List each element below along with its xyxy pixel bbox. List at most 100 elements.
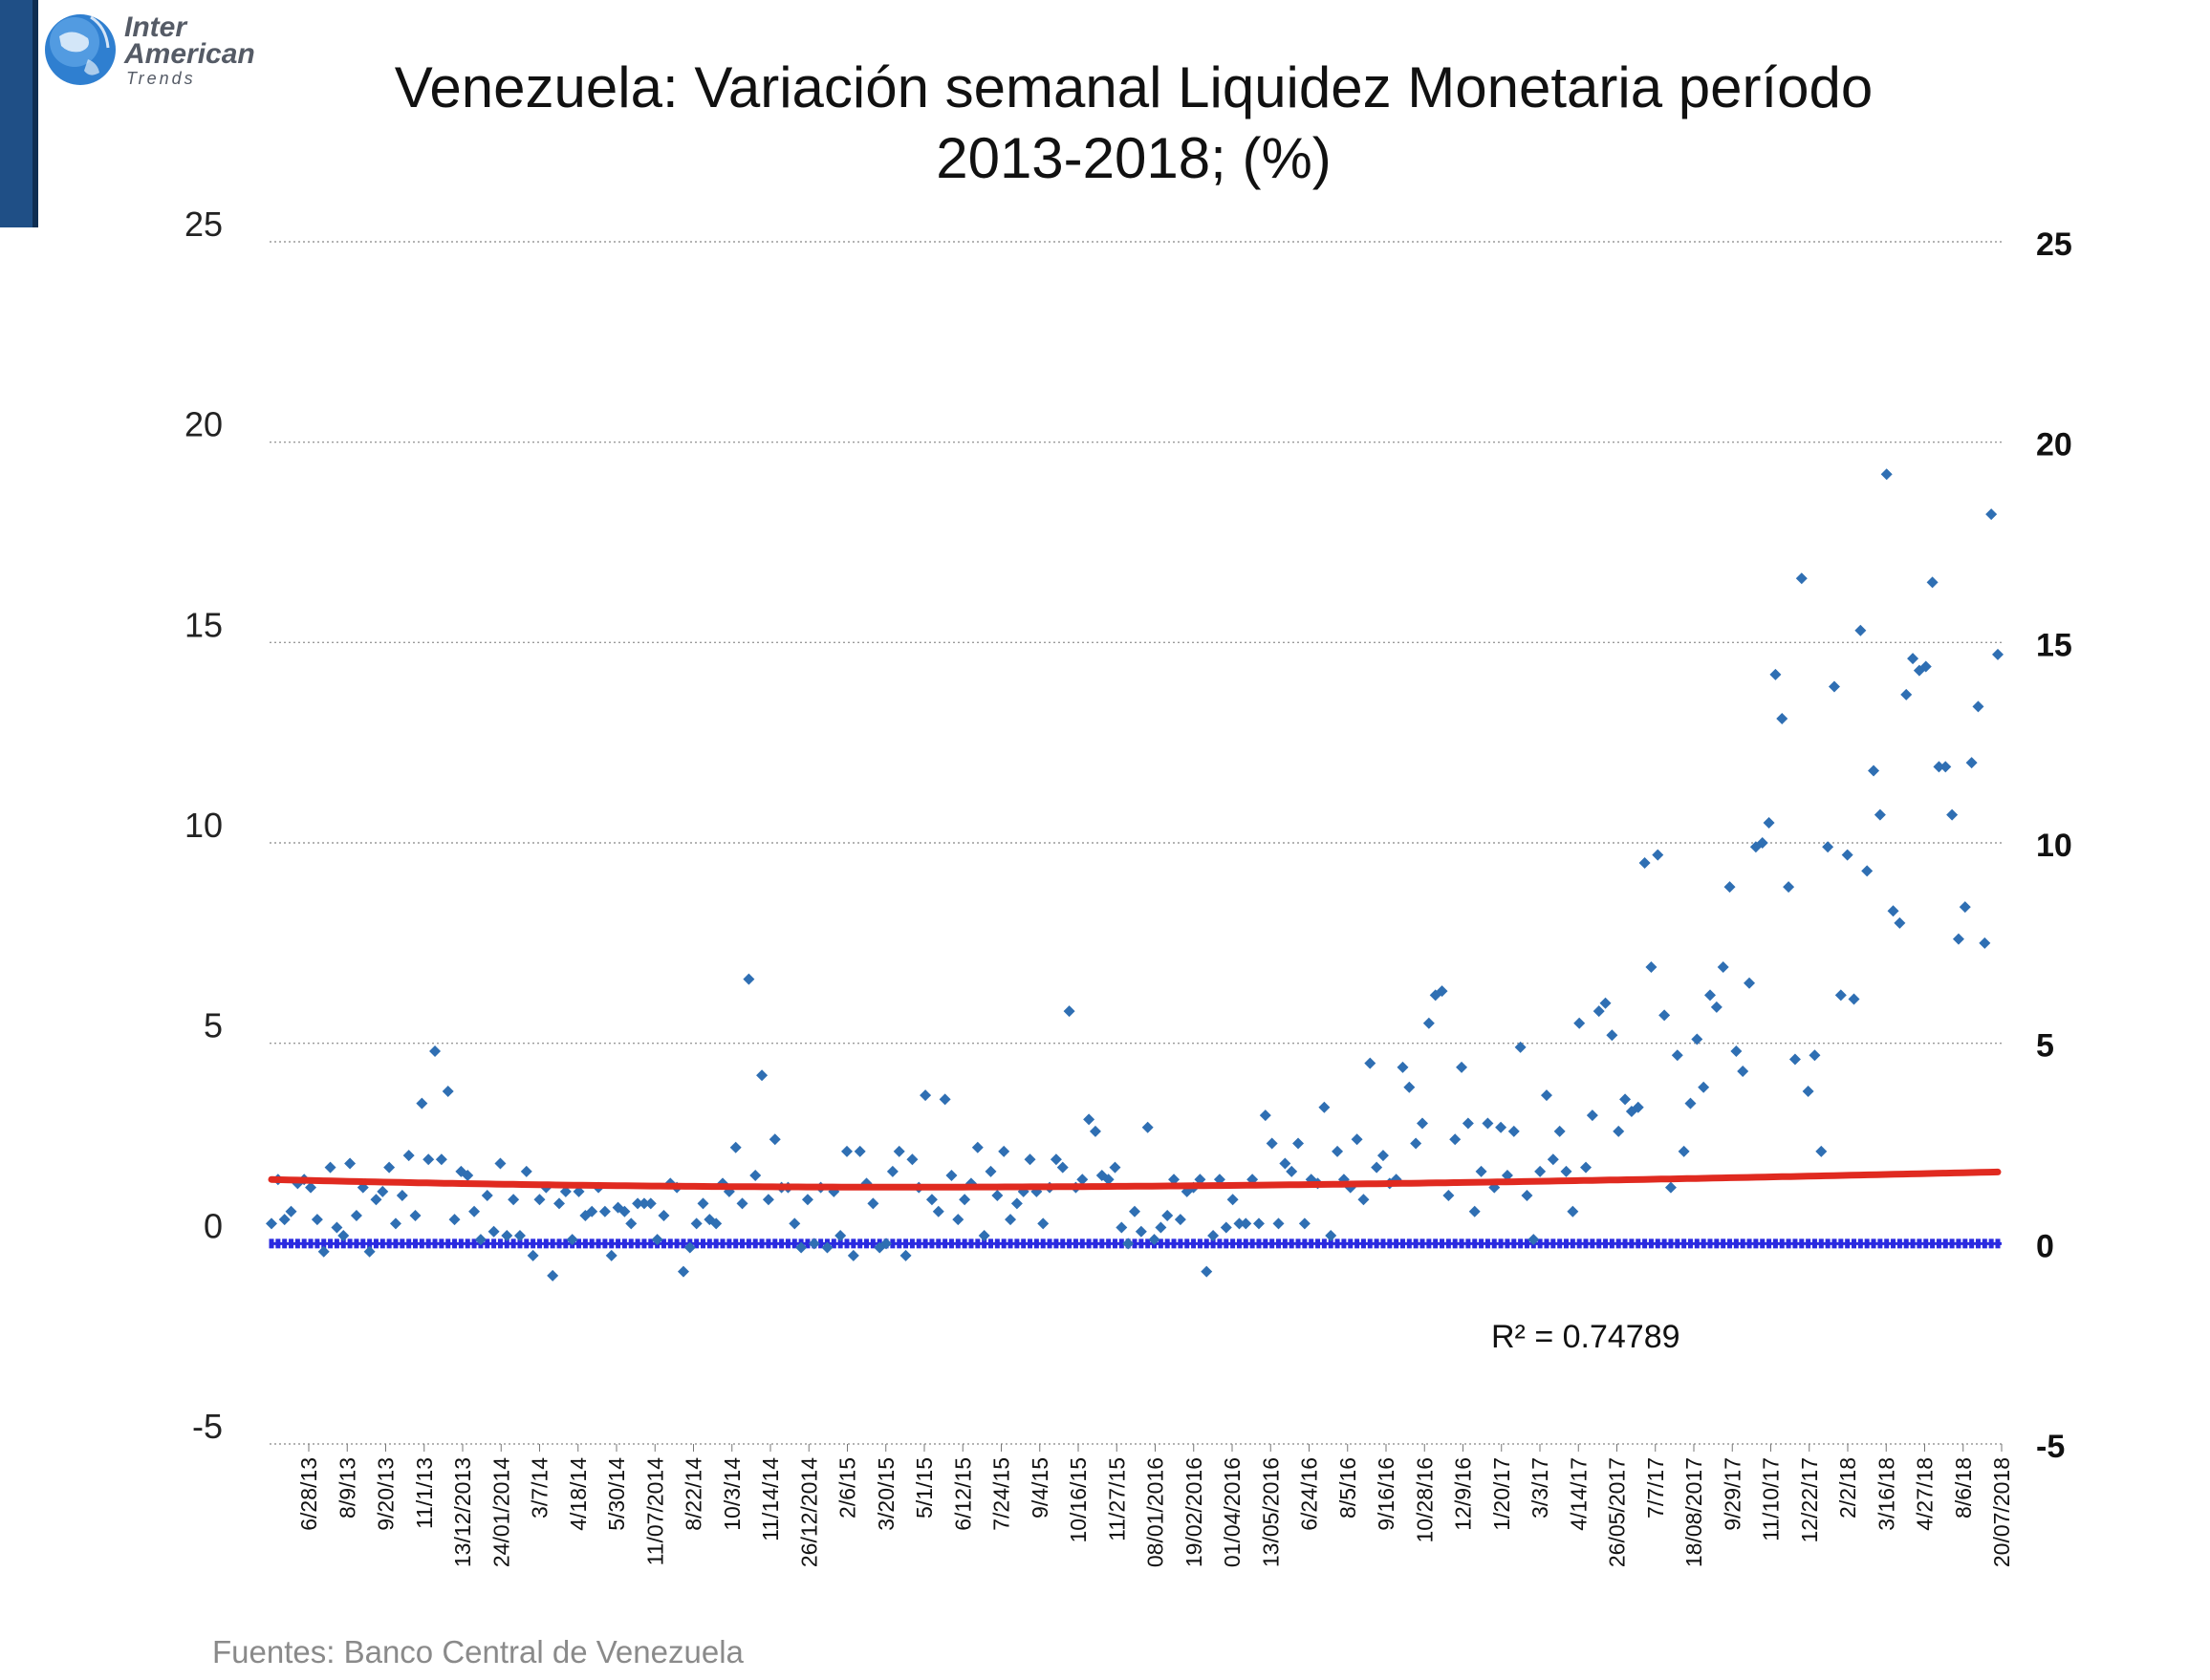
data-point bbox=[1495, 1121, 1507, 1133]
data-point bbox=[710, 1217, 723, 1230]
zero-marker bbox=[1276, 1238, 1281, 1249]
zero-marker bbox=[1164, 1238, 1170, 1249]
zero-marker bbox=[1479, 1238, 1484, 1249]
data-point bbox=[1168, 1174, 1181, 1186]
data-point bbox=[1573, 1017, 1586, 1029]
zero-marker bbox=[844, 1238, 850, 1249]
zero-marker bbox=[1419, 1238, 1425, 1249]
zero-marker bbox=[1962, 1238, 1968, 1249]
zero-marker bbox=[556, 1238, 562, 1249]
data-point bbox=[1010, 1197, 1023, 1210]
zero-marker bbox=[982, 1238, 987, 1249]
data-point bbox=[618, 1205, 631, 1217]
zero-marker bbox=[1498, 1238, 1504, 1249]
zero-marker bbox=[1629, 1238, 1635, 1249]
zero-marker bbox=[1831, 1238, 1837, 1249]
data-point bbox=[1233, 1217, 1246, 1230]
data-point bbox=[1083, 1113, 1095, 1126]
zero-marker bbox=[706, 1238, 712, 1249]
zero-marker bbox=[1328, 1238, 1333, 1249]
data-point bbox=[1965, 757, 1978, 769]
data-point bbox=[729, 1141, 742, 1153]
data-point bbox=[801, 1194, 813, 1206]
zero-marker bbox=[373, 1238, 379, 1249]
x-tick-label: 12/22/17 bbox=[1797, 1457, 1822, 1543]
zero-marker bbox=[1008, 1238, 1013, 1249]
data-point bbox=[1286, 1165, 1298, 1177]
zero-marker bbox=[1033, 1238, 1039, 1249]
data-point bbox=[1063, 1005, 1075, 1018]
data-point bbox=[1730, 1045, 1743, 1058]
zero-marker bbox=[1622, 1238, 1628, 1249]
data-point bbox=[1815, 1145, 1828, 1157]
data-point bbox=[1056, 1161, 1069, 1174]
zero-marker bbox=[1609, 1238, 1614, 1249]
data-point bbox=[1116, 1221, 1128, 1234]
data-point bbox=[789, 1217, 801, 1230]
data-point bbox=[1560, 1165, 1572, 1177]
data-point bbox=[1376, 1150, 1389, 1162]
data-point bbox=[1658, 1009, 1671, 1022]
zero-marker bbox=[1570, 1238, 1575, 1249]
zero-marker bbox=[628, 1238, 634, 1249]
data-point bbox=[1174, 1214, 1186, 1226]
zero-marker bbox=[1132, 1238, 1138, 1249]
data-point bbox=[1403, 1081, 1416, 1093]
data-point bbox=[886, 1165, 899, 1177]
zero-marker bbox=[1884, 1238, 1890, 1249]
zero-marker bbox=[772, 1238, 778, 1249]
zero-marker bbox=[1282, 1238, 1288, 1249]
data-point bbox=[1521, 1190, 1533, 1202]
zero-marker bbox=[1982, 1238, 1987, 1249]
zero-marker bbox=[1583, 1238, 1589, 1249]
data-point bbox=[1710, 1001, 1722, 1013]
y-tick-label-left: 0 bbox=[204, 1206, 223, 1245]
data-point bbox=[1528, 1234, 1540, 1246]
zero-marker bbox=[1707, 1238, 1713, 1249]
data-point bbox=[527, 1249, 539, 1261]
data-point bbox=[1318, 1101, 1331, 1113]
zero-marker bbox=[269, 1238, 274, 1249]
data-point bbox=[377, 1185, 389, 1197]
x-tick-label: 7/7/17 bbox=[1643, 1457, 1668, 1518]
zero-marker bbox=[1197, 1238, 1202, 1249]
zero-marker bbox=[1806, 1238, 1811, 1249]
data-point bbox=[278, 1214, 291, 1226]
data-point bbox=[1298, 1217, 1311, 1230]
data-point bbox=[1926, 576, 1939, 589]
y-axis-left-ticks: 25 20 15 10 5 0 -5 bbox=[184, 205, 223, 1446]
zero-marker bbox=[301, 1238, 307, 1249]
r-squared-label: R² = 0.74789 bbox=[1491, 1319, 1680, 1355]
y-tick-label-right: 25 bbox=[2036, 226, 2072, 263]
zero-marker bbox=[497, 1238, 503, 1249]
zero-marker bbox=[432, 1238, 438, 1249]
data-point bbox=[1907, 653, 1919, 665]
data-point bbox=[1985, 508, 1998, 521]
data-point bbox=[481, 1190, 493, 1202]
x-tick-label: 20/07/2018 bbox=[1989, 1457, 2014, 1567]
zero-marker bbox=[419, 1238, 424, 1249]
zero-marker bbox=[1426, 1238, 1432, 1249]
zero-marker bbox=[1014, 1238, 1020, 1249]
zero-marker bbox=[968, 1238, 974, 1249]
zero-marker bbox=[425, 1238, 431, 1249]
data-point bbox=[1632, 1101, 1644, 1113]
data-point bbox=[1619, 1093, 1632, 1106]
x-tick-label: 8/5/16 bbox=[1335, 1457, 1360, 1518]
data-point bbox=[1606, 1029, 1618, 1042]
zero-marker bbox=[1289, 1238, 1294, 1249]
zero-marker bbox=[701, 1238, 705, 1249]
data-point bbox=[743, 973, 755, 985]
zero-marker bbox=[831, 1238, 836, 1249]
zero-marker bbox=[602, 1238, 608, 1249]
data-point bbox=[795, 1241, 808, 1254]
data-point bbox=[508, 1194, 520, 1206]
data-point bbox=[1861, 865, 1874, 877]
zero-marker bbox=[308, 1238, 314, 1249]
data-point bbox=[1834, 989, 1847, 1002]
zero-marker bbox=[818, 1238, 824, 1249]
data-point bbox=[899, 1249, 912, 1261]
x-tick-label: 08/01/2016 bbox=[1143, 1457, 1168, 1567]
data-point bbox=[1783, 881, 1795, 894]
data-point bbox=[1717, 960, 1729, 973]
